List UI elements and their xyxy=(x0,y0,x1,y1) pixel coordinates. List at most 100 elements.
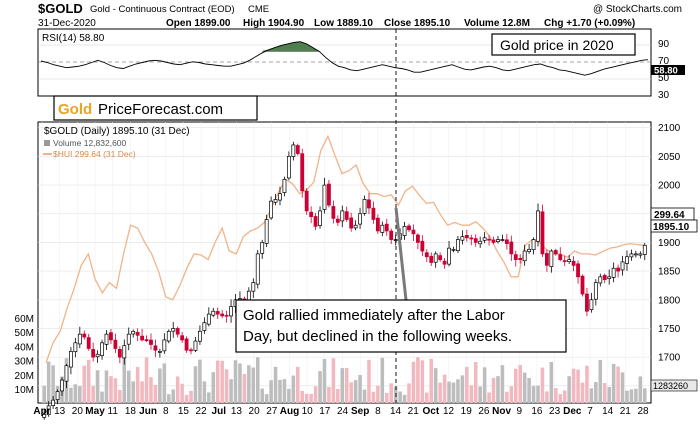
volume-bar xyxy=(189,390,193,403)
volume-bar xyxy=(149,377,153,403)
price-candle xyxy=(260,242,265,254)
price-candle xyxy=(469,237,474,240)
volume-bar xyxy=(460,375,465,403)
volume-axis: 60M 50M 40M 30M 20M 10M xyxy=(15,314,34,396)
price-candle xyxy=(282,178,287,193)
price-candle xyxy=(286,156,291,179)
volume-bar xyxy=(242,373,247,403)
price-candle xyxy=(295,145,300,154)
volume-bar xyxy=(380,357,385,403)
date-tick-label: 20 xyxy=(72,406,84,417)
volume-bar xyxy=(278,379,282,403)
date-tick-label: Oct xyxy=(423,406,440,417)
price-candle xyxy=(69,351,73,368)
volume-bar xyxy=(247,365,251,403)
price-candle xyxy=(131,330,136,335)
volume-bar xyxy=(429,358,434,403)
price-candle xyxy=(46,405,51,416)
volume-bar xyxy=(118,389,122,403)
volume-bar xyxy=(229,379,233,403)
volume-bar xyxy=(602,383,607,403)
volume-bar xyxy=(175,376,180,403)
price-last-value: 1895.10 xyxy=(653,222,690,233)
volume-bar xyxy=(198,359,202,403)
price-tick-label: 1750 xyxy=(658,324,681,335)
price-candle xyxy=(109,332,113,341)
volume-bar xyxy=(131,381,135,403)
price-candle xyxy=(482,237,487,241)
volume-bar xyxy=(73,384,78,403)
price-candle xyxy=(625,256,629,264)
ohlc-open: Open 1899.00 xyxy=(166,18,231,29)
price-candle xyxy=(175,328,180,335)
volume-bar xyxy=(273,366,278,403)
date-tick-label: Jul xyxy=(212,406,227,417)
volume-bar xyxy=(558,394,563,403)
date-tick-label: Dec xyxy=(563,406,582,417)
volume-bar xyxy=(69,387,73,403)
rsi-last-badge xyxy=(651,65,685,75)
price-candle xyxy=(585,293,589,312)
price-tick-label: 2100 xyxy=(658,123,681,134)
price-candle xyxy=(562,260,567,262)
volume-bar xyxy=(580,382,585,403)
volume-bar xyxy=(109,376,113,403)
price-tick-label: 1800 xyxy=(658,295,681,306)
volume-bar xyxy=(620,372,625,403)
rsi-tick: 30 xyxy=(658,90,670,101)
date-tick-label: 16 xyxy=(531,406,543,417)
price-candle xyxy=(633,253,638,256)
date-tick-label: Sep xyxy=(351,406,369,417)
price-candle xyxy=(411,229,416,235)
volume-bar xyxy=(309,393,313,403)
volume-bar xyxy=(398,391,402,403)
volume-bar xyxy=(638,376,643,403)
volume-bar xyxy=(300,391,305,403)
date-tick-label: Aug xyxy=(280,406,299,417)
price-tick-label: 2000 xyxy=(658,181,681,192)
price-candle xyxy=(580,275,585,295)
date-tick-label: 14 xyxy=(390,406,402,417)
price-candle xyxy=(438,255,443,260)
price-candle xyxy=(527,248,532,252)
price-candle xyxy=(424,252,429,258)
price-candle xyxy=(340,210,345,222)
volume-bar xyxy=(153,384,158,403)
price-candle xyxy=(304,190,309,212)
volume-bar xyxy=(220,360,224,403)
rsi-tick: 50 xyxy=(658,73,670,84)
price-candle xyxy=(82,333,87,338)
price-candle xyxy=(73,342,78,353)
price-candle xyxy=(60,379,64,392)
date-axis: Apr 13 20 May 11 18 Jun 8 15 22 Jul 13 20 27 Aug 10 17 24… xyxy=(33,406,649,417)
price-candle xyxy=(344,211,349,220)
volume-bar xyxy=(211,372,216,403)
price-candle xyxy=(442,260,447,265)
price-candle xyxy=(211,310,216,316)
price-candle xyxy=(384,223,389,232)
volume-bar xyxy=(487,392,491,403)
price-candle xyxy=(540,211,545,255)
volume-bar xyxy=(180,383,184,403)
price-candle xyxy=(593,282,598,300)
price-candle xyxy=(522,250,527,262)
volume-bar xyxy=(531,385,536,403)
price-candle xyxy=(349,217,354,229)
price-candle xyxy=(389,230,394,240)
volume-bar xyxy=(140,381,144,403)
volume-bar xyxy=(255,357,260,403)
volume-bar xyxy=(215,360,220,403)
hui-line xyxy=(45,134,646,364)
volume-bar xyxy=(576,369,580,403)
volume-bar xyxy=(296,366,300,403)
date-tick-label: 27 xyxy=(266,406,278,417)
price-candle xyxy=(558,254,563,260)
volume-bar xyxy=(113,378,118,403)
volume-bar xyxy=(545,391,549,403)
volume-bar xyxy=(567,376,571,403)
price-candle xyxy=(620,261,625,271)
volume-bar xyxy=(540,367,545,403)
rsi-tick: 70 xyxy=(658,56,670,67)
volume-bar xyxy=(611,364,616,403)
chart-date: 31-Dec-2020 xyxy=(38,18,96,29)
